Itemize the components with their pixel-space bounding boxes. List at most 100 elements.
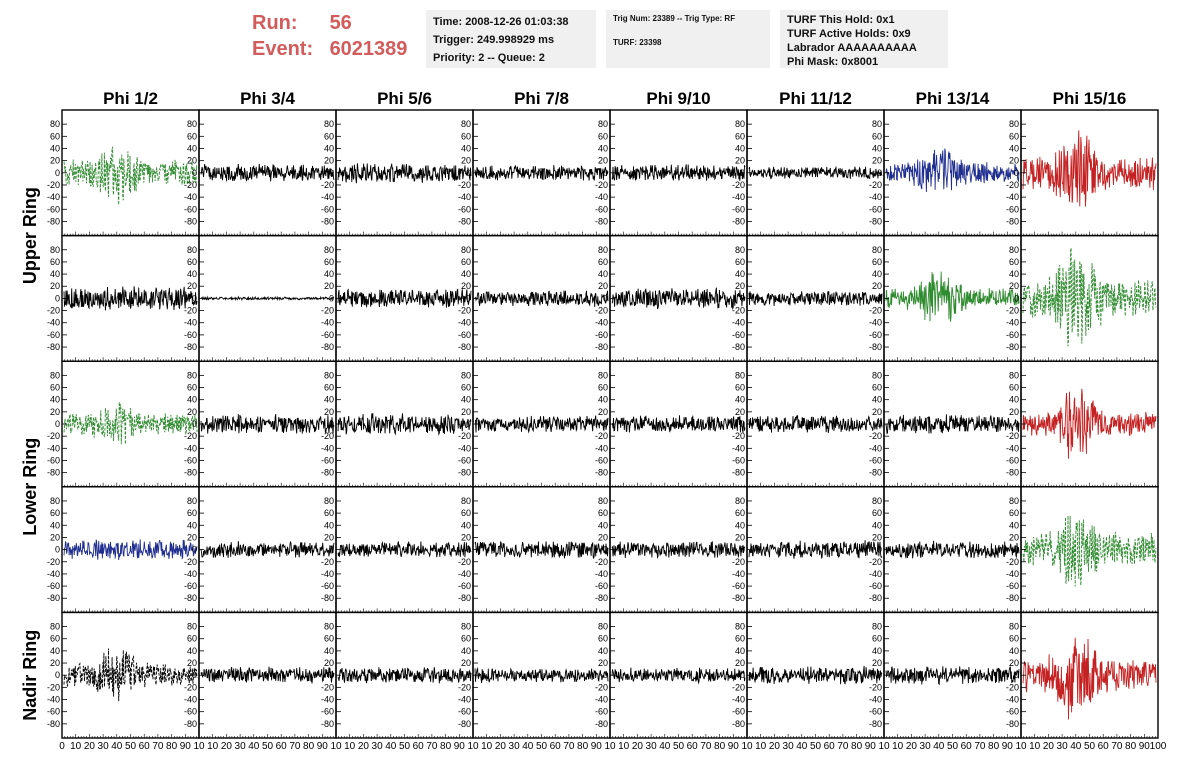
- y-tick-label: -20: [1006, 682, 1019, 692]
- event-label: Event:: [252, 38, 314, 60]
- y-tick-label: -80: [47, 468, 60, 478]
- y-tick-label: 60: [735, 131, 745, 141]
- trigger-info-box: Trig Num: 23389 -- Trig Type: RF TURF: 2…: [606, 10, 770, 68]
- y-tick-label: 80: [461, 119, 471, 129]
- y-tick-label: -60: [458, 455, 471, 465]
- y-tick-label: 20: [735, 532, 745, 542]
- y-tick-label: -80: [869, 342, 882, 352]
- x-tick-label: 10: [330, 741, 342, 752]
- y-tick-label: 40: [187, 269, 197, 279]
- x-tick-label: 60: [1098, 741, 1110, 752]
- y-tick-label: -20: [184, 557, 197, 567]
- y-tick-label: -20: [595, 431, 608, 441]
- waveform-trace: [885, 666, 1020, 686]
- x-tick-label: 40: [111, 741, 123, 752]
- y-tick-label: -80: [47, 216, 60, 226]
- y-tick-label: 40: [735, 520, 745, 530]
- y-tick-label: -20: [458, 557, 471, 567]
- x-tick-label: 70: [700, 741, 712, 752]
- y-tick-label: -20: [869, 306, 882, 316]
- y-tick-label: 60: [187, 257, 197, 267]
- y-tick-label: -80: [184, 468, 197, 478]
- time-info-box: Time: 2008-12-26 01:03:38 Trigger: 249.9…: [426, 10, 596, 68]
- y-tick-label: -80: [1006, 216, 1019, 226]
- x-tick-label: 30: [1057, 741, 1069, 752]
- y-tick-label: 80: [324, 496, 334, 506]
- y-tick-label: 20: [735, 156, 745, 166]
- y-tick-label: 20: [324, 407, 334, 417]
- waveform-panel: 80 60 40 20 0 -20 -40 -60 -80: [321, 234, 474, 362]
- x-tick-label: 30: [235, 741, 247, 752]
- y-tick-label: 0: [329, 293, 334, 303]
- x-tick-label: 10: [741, 741, 753, 752]
- waveform-trace: [337, 667, 472, 684]
- waveform-trace: [611, 415, 746, 434]
- waveform-panel: 80 60 40 20 0 -20 -40 -60 -80: [47, 234, 200, 362]
- y-tick-label: 60: [461, 131, 471, 141]
- y-tick-label: 60: [187, 634, 197, 644]
- y-tick-label: 40: [50, 520, 60, 530]
- y-tick-label: 20: [461, 156, 471, 166]
- y-tick-label: -40: [1006, 443, 1019, 453]
- y-tick-label: -20: [732, 306, 745, 316]
- waveform-trace: [63, 146, 198, 205]
- y-tick-label: 80: [324, 245, 334, 255]
- x-tick-label: 70: [1111, 741, 1123, 752]
- y-tick-label: 20: [187, 532, 197, 542]
- x-tick-label: 80: [166, 741, 178, 752]
- column-label: Phi 15/16: [1053, 89, 1127, 108]
- y-tick-label: -40: [732, 318, 745, 328]
- y-tick-label: -60: [184, 204, 197, 214]
- waveform-trace: [337, 541, 472, 558]
- y-tick-label: -80: [732, 719, 745, 729]
- y-tick-label: 40: [50, 143, 60, 153]
- x-tick-label: 20: [906, 741, 918, 752]
- y-tick-label: -40: [732, 192, 745, 202]
- waveform-trace: [63, 539, 198, 561]
- y-tick-label: 0: [603, 168, 608, 178]
- waveform-trace: [885, 148, 1020, 193]
- waveform-trace: [748, 540, 883, 560]
- x-tick-label: 60: [961, 741, 973, 752]
- x-tick-label: 10: [604, 741, 616, 752]
- y-tick-label: 80: [1009, 496, 1019, 506]
- y-tick-label: 20: [187, 156, 197, 166]
- y-tick-label: 80: [50, 370, 60, 380]
- x-tick-label: 70: [974, 741, 986, 752]
- y-tick-label: 20: [187, 407, 197, 417]
- y-tick-label: 20: [598, 407, 608, 417]
- y-tick-label: -40: [47, 192, 60, 202]
- y-tick-label: 80: [598, 245, 608, 255]
- waveform-panel: 80 60 40 20 0 -20 -40 -60 -80: [1006, 486, 1159, 614]
- x-tick-label: 10: [1015, 741, 1027, 752]
- y-tick-label: -60: [869, 707, 882, 717]
- y-tick-label: -20: [869, 682, 882, 692]
- y-tick-label: -40: [1006, 695, 1019, 705]
- y-tick-label: -20: [321, 180, 334, 190]
- y-tick-label: -20: [595, 306, 608, 316]
- y-tick-label: 0: [192, 545, 197, 555]
- y-tick-label: 60: [598, 634, 608, 644]
- y-tick-label: -20: [595, 557, 608, 567]
- y-tick-label: 20: [324, 281, 334, 291]
- y-tick-label: 0: [466, 168, 471, 178]
- y-tick-label: 40: [598, 269, 608, 279]
- y-tick-label: -60: [458, 330, 471, 340]
- y-tick-label: 20: [50, 532, 60, 542]
- y-tick-label: -20: [458, 180, 471, 190]
- y-tick-label: 40: [461, 395, 471, 405]
- x-tick-label: 20: [221, 741, 233, 752]
- y-tick-label: 0: [55, 545, 60, 555]
- y-tick-label: 60: [735, 508, 745, 518]
- y-tick-label: 80: [1009, 622, 1019, 632]
- y-tick-label: 20: [187, 281, 197, 291]
- y-tick-label: -80: [47, 342, 60, 352]
- y-tick-label: 80: [1009, 119, 1019, 129]
- y-tick-label: -60: [595, 330, 608, 340]
- y-tick-label: -40: [184, 569, 197, 579]
- y-tick-label: -60: [1006, 581, 1019, 591]
- y-tick-label: -40: [869, 695, 882, 705]
